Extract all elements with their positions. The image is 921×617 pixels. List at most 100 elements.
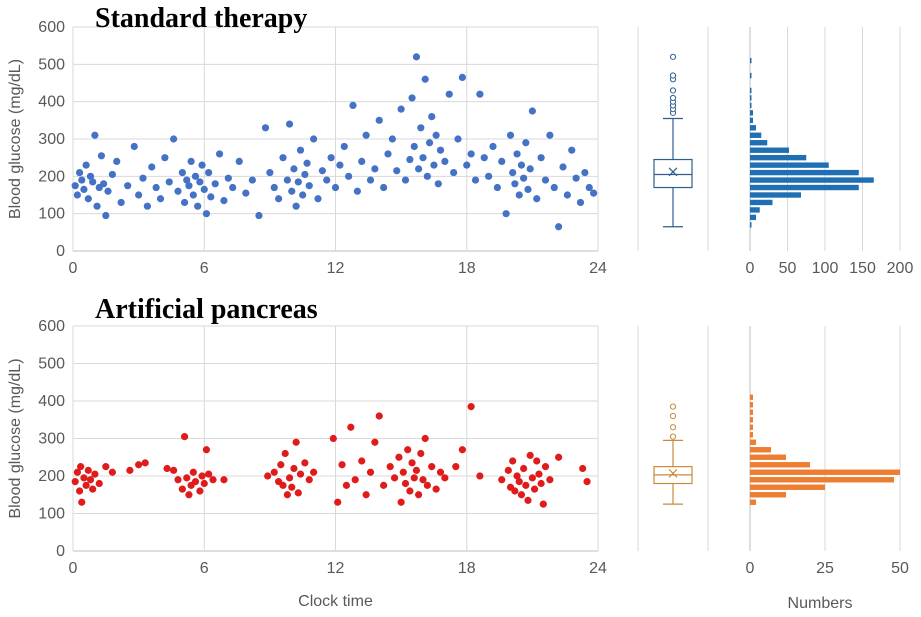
data-point <box>294 489 302 497</box>
data-point <box>471 176 480 184</box>
data-point <box>135 191 143 199</box>
data-point <box>412 53 421 61</box>
data-point <box>511 487 519 495</box>
box-outlier <box>669 72 677 79</box>
data-point <box>436 468 445 476</box>
data-point <box>296 470 305 478</box>
data-point <box>535 470 543 478</box>
data-point <box>89 485 97 493</box>
data-point <box>351 476 359 484</box>
data-point <box>301 459 309 467</box>
data-point <box>533 195 541 203</box>
data-point <box>126 466 134 474</box>
data-point <box>524 185 532 193</box>
histogram-bar <box>750 140 768 146</box>
data-point <box>191 478 200 486</box>
data-point <box>73 468 81 476</box>
histogram-bar <box>750 154 807 161</box>
data-point <box>445 90 453 98</box>
data-point <box>296 146 305 154</box>
data-point <box>152 183 160 192</box>
data-point <box>522 139 530 147</box>
data-point <box>515 478 523 486</box>
data-point <box>555 453 563 461</box>
panel-title: Standard therapy <box>95 3 307 34</box>
y-axis-label: Blood glucose (mg/dL) <box>7 59 24 219</box>
histogram-bar <box>750 462 810 468</box>
data-point <box>528 107 536 115</box>
histogram-bar <box>750 72 752 79</box>
data-point <box>170 466 178 474</box>
data-point <box>86 476 95 484</box>
data-point <box>323 176 331 184</box>
data-point <box>89 178 97 186</box>
data-point <box>266 169 274 177</box>
data-point <box>189 468 197 476</box>
histogram-bar <box>750 162 829 168</box>
data-point <box>102 463 110 471</box>
data-point <box>428 113 436 121</box>
data-point <box>220 197 228 205</box>
data-point <box>358 157 366 165</box>
data-point <box>347 423 355 431</box>
y-tick-label: 600 <box>38 318 65 335</box>
histogram-bar <box>750 469 900 475</box>
histogram-bar <box>750 484 825 490</box>
data-point <box>100 180 108 188</box>
x-tick-label: 0 <box>69 260 78 277</box>
data-point <box>196 178 204 186</box>
data-point <box>183 474 191 482</box>
data-point <box>450 169 458 177</box>
data-point <box>434 180 442 188</box>
data-point <box>156 195 165 203</box>
data-point <box>432 485 440 493</box>
data-point <box>399 468 407 476</box>
data-point <box>75 487 84 495</box>
data-point <box>541 176 550 184</box>
data-point <box>93 202 101 210</box>
data-point <box>305 182 313 190</box>
data-point <box>441 474 449 482</box>
data-point <box>340 142 348 151</box>
box-outlier <box>669 433 677 440</box>
data-point <box>526 451 534 459</box>
data-point <box>513 472 521 480</box>
data-point <box>546 476 554 484</box>
data-point <box>388 135 396 143</box>
y-tick-label: 600 <box>38 19 65 36</box>
histogram-bar <box>750 87 752 94</box>
y-tick-label: 400 <box>38 393 65 410</box>
data-point <box>327 154 335 162</box>
data-point <box>432 131 440 139</box>
x-tick-label: 50 <box>891 560 909 577</box>
histogram-bar <box>750 417 753 423</box>
data-point <box>476 472 484 480</box>
histogram-bar <box>750 199 773 206</box>
panel-title: Artificial pancreas <box>95 294 318 325</box>
data-point <box>375 116 383 124</box>
data-point <box>205 169 213 177</box>
data-point <box>423 172 431 180</box>
histogram-bar <box>750 132 762 138</box>
data-point <box>467 150 475 158</box>
data-point <box>386 463 394 471</box>
y-tick-label: 500 <box>38 56 65 73</box>
data-point <box>281 449 289 458</box>
x-tick-label: 24 <box>589 560 607 577</box>
data-point <box>277 461 285 469</box>
data-point <box>504 466 512 474</box>
data-point <box>537 479 545 488</box>
data-point <box>336 161 344 169</box>
data-point <box>301 170 309 179</box>
data-point <box>180 433 189 441</box>
data-point <box>408 94 416 102</box>
data-point <box>165 178 173 186</box>
data-point <box>517 491 526 499</box>
data-point <box>200 479 208 488</box>
data-point <box>581 169 589 177</box>
data-point <box>108 468 116 476</box>
y-tick-label: 300 <box>38 131 65 148</box>
data-point <box>248 176 256 184</box>
histogram-bar <box>750 432 753 438</box>
